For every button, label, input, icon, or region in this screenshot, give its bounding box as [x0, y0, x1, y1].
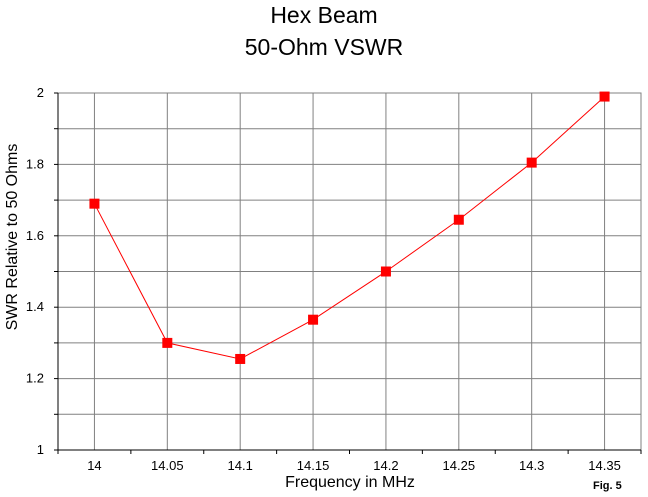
chart-title: Hex Beam	[270, 2, 378, 28]
y-tick-label: 1.2	[26, 371, 44, 386]
tick-labels: 1 1.2 1.4 1.6 1.8 2 14 14.05 14.1 14.15 14.2 14.25 1…	[26, 85, 621, 473]
plot-area	[89, 91, 610, 364]
x-tick-label: 14.2	[373, 458, 398, 473]
y-tick-label: 1.8	[26, 156, 44, 171]
x-tick-label: 14.05	[151, 458, 184, 473]
data-point	[599, 91, 610, 102]
y-tick-label: 1.6	[26, 228, 44, 243]
data-point	[162, 337, 173, 348]
data-point	[308, 314, 319, 325]
x-tick-label: 14.15	[297, 458, 330, 473]
data-point	[453, 214, 464, 225]
axes	[54, 92, 642, 454]
x-tick-label: 14.35	[588, 458, 621, 473]
x-tick-label: 14.25	[443, 458, 476, 473]
grid	[58, 93, 641, 450]
x-tick-label: 14.1	[228, 458, 253, 473]
data-point	[380, 266, 391, 277]
x-tick-label: 14.3	[519, 458, 544, 473]
x-tick-label: 14	[87, 458, 101, 473]
series-line	[93, 96, 605, 360]
x-axis-label: Frequency in MHz	[285, 474, 415, 491]
chart-subtitle: 50-Ohm VSWR	[244, 34, 404, 60]
figure-note: Fig. 5	[593, 480, 622, 492]
data-point	[526, 157, 537, 168]
data-point	[235, 353, 246, 364]
y-axis-label: SWR Relative to 50 Ohms	[4, 143, 21, 331]
y-tick-label: 1.4	[26, 299, 44, 314]
y-tick-label: 1	[37, 442, 44, 457]
y-tick-label: 2	[37, 85, 44, 100]
data-point	[89, 198, 100, 209]
